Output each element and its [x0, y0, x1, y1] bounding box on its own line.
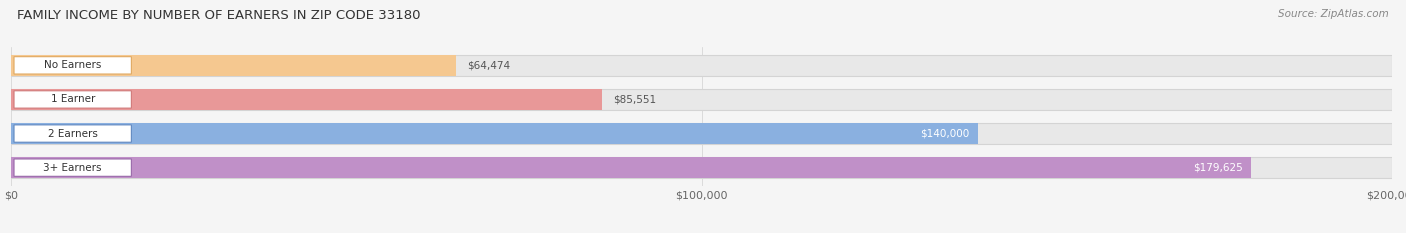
Text: $85,551: $85,551	[613, 94, 657, 104]
Text: 2 Earners: 2 Earners	[48, 129, 97, 139]
Bar	[11, 157, 1251, 178]
FancyBboxPatch shape	[14, 57, 131, 74]
Text: $140,000: $140,000	[920, 129, 970, 139]
Bar	[11, 157, 1392, 178]
Text: FAMILY INCOME BY NUMBER OF EARNERS IN ZIP CODE 33180: FAMILY INCOME BY NUMBER OF EARNERS IN ZI…	[17, 9, 420, 22]
FancyBboxPatch shape	[14, 91, 131, 108]
Bar	[11, 55, 457, 76]
Text: 1 Earner: 1 Earner	[51, 94, 94, 104]
Text: 3+ Earners: 3+ Earners	[44, 163, 103, 173]
Bar	[11, 123, 977, 144]
FancyBboxPatch shape	[14, 125, 131, 142]
Text: Source: ZipAtlas.com: Source: ZipAtlas.com	[1278, 9, 1389, 19]
FancyBboxPatch shape	[14, 159, 131, 176]
Text: No Earners: No Earners	[44, 60, 101, 70]
Bar	[11, 89, 1392, 110]
Text: $64,474: $64,474	[467, 60, 510, 70]
Bar	[11, 123, 1392, 144]
Text: $179,625: $179,625	[1194, 163, 1243, 173]
Bar	[11, 55, 1392, 76]
Bar	[11, 89, 602, 110]
